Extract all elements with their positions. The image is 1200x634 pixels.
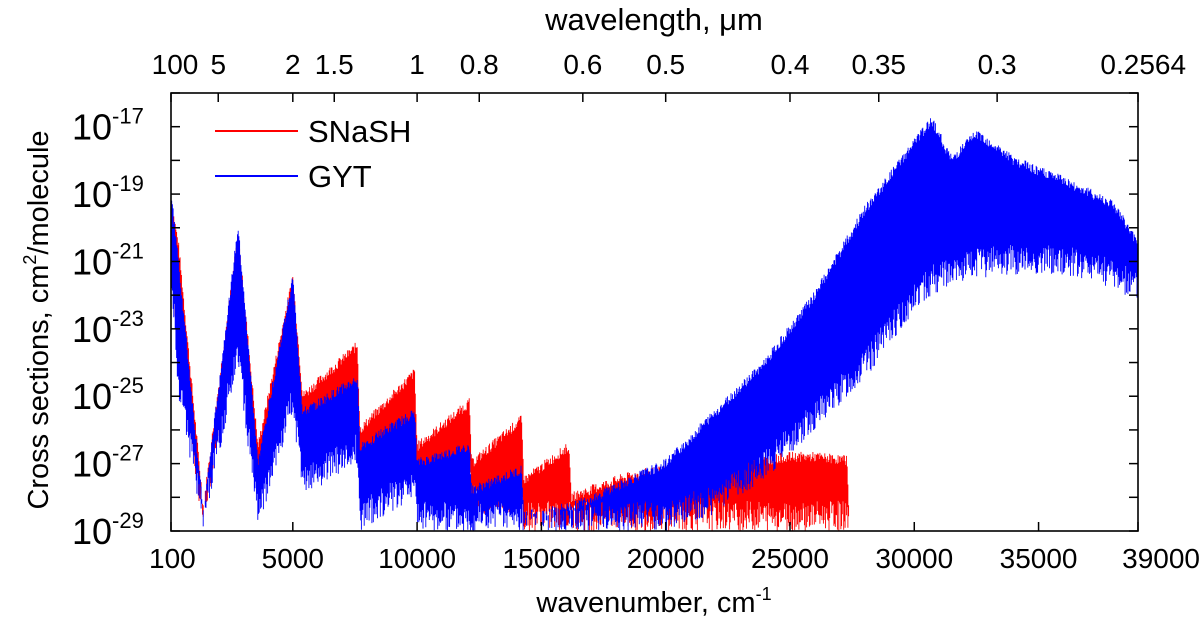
x-tick-label: 10000 [378, 543, 456, 574]
legend-label-snash: SNaSH [308, 114, 411, 149]
x2-tick-label: 1.5 [315, 49, 354, 80]
x-tick-label: 20000 [627, 543, 705, 574]
x-tick-label: 35000 [1000, 543, 1078, 574]
y-tick-label: 10-25 [72, 373, 144, 417]
left-axis-title: Cross sections, cm2/molecule [20, 130, 55, 509]
x2-tick-label: 2 [285, 49, 301, 80]
x2-tick-label: 0.6 [563, 49, 602, 80]
top-axis-title: wavelength, μm [544, 2, 763, 37]
y-tick-label: 10-23 [72, 306, 144, 350]
x-tick-label: 39000 [1122, 543, 1200, 574]
legend: SNaSH GYT [215, 114, 411, 194]
x2-tick-label: 0.2564 [1100, 49, 1186, 80]
x2-tick-label: 0.35 [852, 49, 907, 80]
x-tick-label: 100 [149, 543, 196, 574]
bottom-axis-title-sup: -1 [756, 584, 772, 604]
bottom-axis-title: wavenumber, cm-1 [535, 584, 771, 619]
y-tick-label: 10-27 [72, 441, 144, 485]
bottom-axis-title-main: wavenumber, cm [535, 587, 755, 619]
x2-tick-label: 0.3 [978, 49, 1017, 80]
x2-tick-label: 0.4 [771, 49, 810, 80]
x-tick-label: 15000 [502, 543, 580, 574]
bottom-axis-ticks: 100 5000 10000 15000 20000 25000 30000 35000 390… [149, 522, 1200, 574]
y-tick-label: 10-21 [72, 238, 144, 282]
y-tick-label: 10-17 [72, 104, 144, 148]
top-axis-ticks: 100 5 2 1.5 1 0.8 0.6 0.5 0.4 0.35 0.3 0.2564 [152, 49, 1186, 102]
x-tick-label: 30000 [875, 543, 953, 574]
x-tick-label: 5000 [262, 543, 324, 574]
x2-tick-label: 0.8 [460, 49, 499, 80]
legend-label-gyt: GYT [308, 159, 372, 194]
y-tick-label: 10-29 [72, 508, 144, 552]
right-axis-ticks [1129, 92, 1138, 532]
x2-tick-label: 100 [152, 49, 199, 80]
x2-tick-label: 1 [409, 49, 425, 80]
x-tick-label: 25000 [751, 543, 829, 574]
x2-tick-label: 5 [210, 49, 226, 80]
y-tick-label: 10-19 [72, 171, 144, 215]
left-axis-title-tail: /molecule [23, 130, 55, 254]
x2-tick-label: 0.5 [646, 49, 685, 80]
plot-frame [170, 92, 1139, 532]
left-axis-title-sup: 2 [20, 255, 40, 265]
left-axis-ticks: 10-29 10-27 10-25 10-23 10-21 10-19 10-17 [72, 92, 180, 552]
left-axis-title-main: Cross sections, cm [23, 265, 55, 510]
